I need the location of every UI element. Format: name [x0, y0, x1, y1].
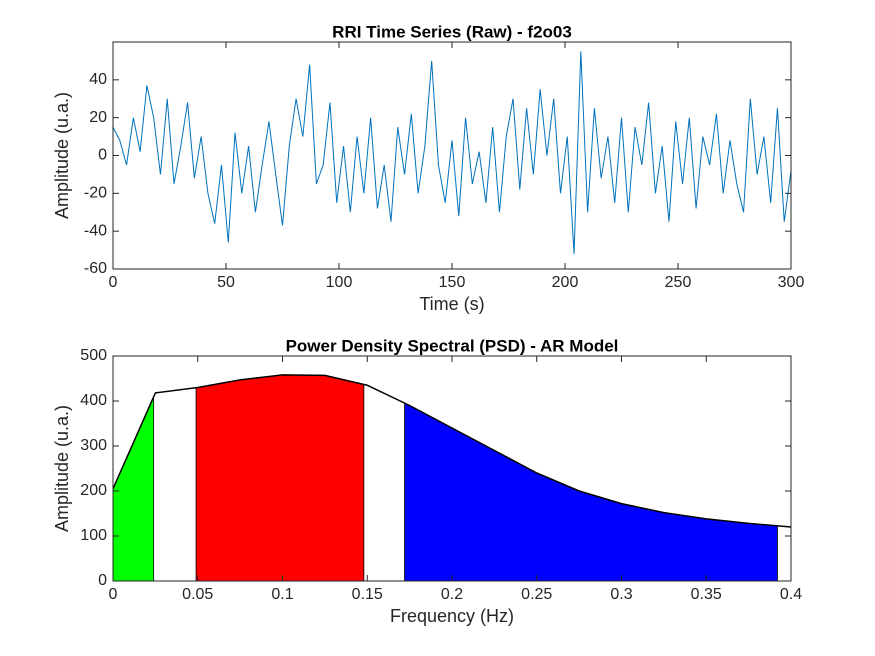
y-tick-label: -60: [84, 260, 107, 277]
x-tick-label: 0: [109, 586, 118, 603]
x-tick-label: 150: [439, 274, 466, 291]
x-tick-label: 250: [665, 274, 692, 291]
x-tick-label: 0: [109, 274, 118, 291]
y-tick-label: 300: [80, 437, 107, 454]
y-tick-label: 500: [80, 347, 107, 364]
y-tick-label: 40: [89, 71, 107, 88]
x-tick-label: 300: [778, 274, 805, 291]
x-tick-label: 0.25: [521, 586, 552, 603]
x-tick-label: 0.1: [271, 586, 293, 603]
band-area: [195, 374, 365, 582]
x-tick-label: 0.05: [182, 586, 213, 603]
y-tick-label: 200: [80, 482, 107, 499]
y-tick-label: -40: [84, 222, 107, 239]
y-tick-label: 0: [98, 147, 107, 164]
x-tick-label: 200: [552, 274, 579, 291]
data-line: [113, 374, 791, 528]
x-tick-label: 0.4: [780, 586, 802, 603]
x-tick-label: 0.15: [352, 586, 383, 603]
y-tick-label: -20: [84, 185, 107, 202]
x-tick-label: 100: [326, 274, 353, 291]
x-tick-label: 0.2: [441, 586, 463, 603]
x-axis-label: Frequency (Hz): [390, 606, 514, 626]
y-tick-label: 100: [80, 527, 107, 544]
x-tick-label: 0.35: [691, 586, 722, 603]
x-axis-label: Time (s): [419, 294, 484, 314]
chart-title: RRI Time Series (Raw) - f2o03: [332, 22, 572, 41]
data-line: [113, 51, 791, 254]
x-tick-label: 0.3: [610, 586, 632, 603]
y-tick-label: 400: [80, 392, 107, 409]
y-tick-label: 20: [89, 109, 107, 126]
y-tick-label: 0: [98, 572, 107, 589]
x-tick-label: 50: [217, 274, 235, 291]
y-axis-label: Amplitude (u.a.): [52, 405, 72, 532]
y-axis-label: Amplitude (u.a.): [52, 92, 72, 219]
plot-area: [113, 42, 791, 269]
chart-title: Power Density Spectral (PSD) - AR Model: [286, 336, 619, 355]
